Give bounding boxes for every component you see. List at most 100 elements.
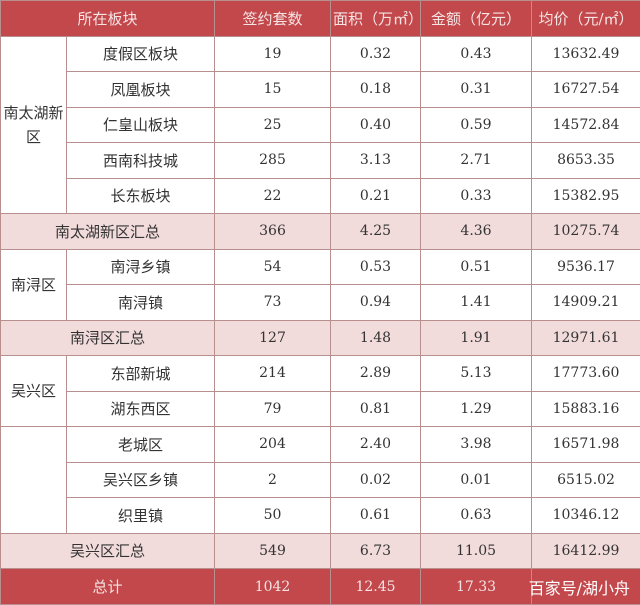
value-cell: 15382.95 xyxy=(531,177,640,215)
value-cell: 15883.16 xyxy=(531,390,640,428)
value-cell: 0.59 xyxy=(420,106,533,144)
data-row: 仁皇山板块 25 0.40 0.59 14572.84 xyxy=(1,106,640,144)
value-cell: 2.71 xyxy=(420,142,533,179)
value-cell: 0.61 xyxy=(330,497,422,534)
total-cell: 1042 xyxy=(214,568,332,605)
value-cell: 2.89 xyxy=(330,355,422,392)
subtotal-cell: 1.91 xyxy=(420,319,533,357)
value-cell: 0.02 xyxy=(330,461,422,499)
subtotal-cell: 11.05 xyxy=(420,532,533,570)
subtotal-row: 南太湖新区汇总 366 4.25 4.36 10275.74 xyxy=(0,213,640,250)
subtotal-cell: 4.25 xyxy=(330,213,422,250)
header-cell: 面积（万㎡） xyxy=(330,0,423,37)
subtotal-cell: 16412.99 xyxy=(531,532,640,570)
data-row: 南太湖新区 度假区板块 19 0.32 0.43 13632.49 xyxy=(0,35,640,215)
area-cell: 度假区板块 xyxy=(65,35,216,73)
value-cell: 79 xyxy=(214,390,332,428)
value-cell: 19 xyxy=(214,35,332,73)
value-cell: 0.51 xyxy=(420,248,533,286)
header-cell: 金额（亿元） xyxy=(420,0,533,37)
value-cell: 17773.60 xyxy=(531,355,640,392)
total-cell: 17.33 xyxy=(420,568,533,605)
area-cell: 凤凰板块 xyxy=(65,71,216,108)
value-cell: 25 xyxy=(214,106,332,144)
watermark: 百家号/湖小舟 xyxy=(528,579,630,598)
value-cell: 0.63 xyxy=(420,497,533,534)
value-cell: 15 xyxy=(214,71,332,108)
value-cell: 0.21 xyxy=(330,177,422,215)
total-cell xyxy=(531,568,640,605)
header-cell: 均价（元/㎡） xyxy=(531,0,640,37)
area-cell: 南浔乡镇 xyxy=(65,248,216,286)
data-row: 长东板块 22 0.21 0.33 15382.95 xyxy=(1,177,640,215)
data-row: 吴兴区乡镇 2 0.02 0.01 6515.02 xyxy=(1,461,640,499)
value-cell: 16727.54 xyxy=(531,71,640,108)
area-cell: 西南科技城 xyxy=(65,142,216,179)
data-row: 湖东西区 79 0.81 1.29 15883.16 xyxy=(1,390,640,428)
area-cell: 仁皇山板块 xyxy=(65,106,216,144)
value-cell: 14572.84 xyxy=(531,106,640,144)
data-row: 凤凰板块 15 0.18 0.31 16727.54 xyxy=(1,71,640,108)
value-cell: 2 xyxy=(214,461,332,499)
area-cell: 长东板块 xyxy=(65,177,216,215)
subtotal-cell: 4.36 xyxy=(420,213,533,250)
area-cell: 南浔镇 xyxy=(65,284,216,321)
value-cell: 5.13 xyxy=(420,355,533,392)
value-cell: 0.18 xyxy=(330,71,422,108)
value-cell: 50 xyxy=(214,497,332,534)
value-cell: 0.81 xyxy=(330,390,422,428)
data-row: 织里镇 50 0.61 0.63 10346.12 xyxy=(1,497,640,534)
value-cell: 8653.35 xyxy=(531,142,640,179)
value-cell: 9536.17 xyxy=(531,248,640,286)
area-cell: 湖东西区 xyxy=(65,390,216,428)
value-cell: 22 xyxy=(214,177,332,215)
data-row: 南浔镇 73 0.94 1.41 14909.21 xyxy=(1,284,640,321)
region-cell xyxy=(0,426,67,534)
value-cell: 54 xyxy=(214,248,332,286)
value-cell: 6515.02 xyxy=(531,461,640,499)
value-cell: 14909.21 xyxy=(531,284,640,321)
subtotal-cell: 1.48 xyxy=(330,319,422,357)
subtotal-row: 南浔区汇总 127 1.48 1.91 12971.61 xyxy=(0,319,640,357)
value-cell: 3.13 xyxy=(330,142,422,179)
value-cell: 285 xyxy=(214,142,332,179)
value-cell: 0.43 xyxy=(420,35,533,73)
value-cell: 0.40 xyxy=(330,106,422,144)
total-cell: 总计 xyxy=(0,568,216,605)
header-cell: 所在板块 xyxy=(0,0,216,37)
value-cell: 0.33 xyxy=(420,177,533,215)
region-cell: 南太湖新区 xyxy=(0,35,67,215)
value-cell: 3.98 xyxy=(420,426,533,463)
value-cell: 73 xyxy=(214,284,332,321)
value-cell: 0.31 xyxy=(420,71,533,108)
value-cell: 204 xyxy=(214,426,332,463)
subtotal-cell: 6.73 xyxy=(330,532,422,570)
value-cell: 10346.12 xyxy=(531,497,640,534)
subtotal-row: 吴兴区汇总 549 6.73 11.05 16412.99 xyxy=(0,532,640,570)
header-cell: 签约套数 xyxy=(214,0,332,37)
value-cell: 16571.98 xyxy=(531,426,640,463)
area-cell: 织里镇 xyxy=(65,497,216,534)
data-row: 老城区 204 2.40 3.98 16571.98 xyxy=(0,426,640,534)
value-cell: 0.53 xyxy=(330,248,422,286)
value-cell: 214 xyxy=(214,355,332,392)
subtotal-cell: 549 xyxy=(214,532,332,570)
value-cell: 13632.49 xyxy=(531,35,640,73)
subtotal-cell: 吴兴区汇总 xyxy=(0,532,216,570)
data-row: 西南科技城 285 3.13 2.71 8653.35 xyxy=(1,142,640,179)
data-row: 吴兴区 东部新城 214 2.89 5.13 17773.60 xyxy=(0,355,640,428)
region-cell: 南浔区 xyxy=(0,248,67,321)
subtotal-cell: 南太湖新区汇总 xyxy=(0,213,216,250)
area-cell: 东部新城 xyxy=(65,355,216,392)
subtotal-cell: 366 xyxy=(214,213,332,250)
subtotal-cell: 12971.61 xyxy=(531,319,640,357)
value-cell: 0.01 xyxy=(420,461,533,499)
total-cell: 12.45 xyxy=(330,568,422,605)
subtotal-cell: 127 xyxy=(214,319,332,357)
area-cell: 老城区 xyxy=(65,426,216,463)
region-cell: 吴兴区 xyxy=(0,355,67,428)
header-row: 所在板块 签约套数 面积（万㎡） 金额（亿元） 均价（元/㎡） xyxy=(0,0,640,37)
value-cell: 2.40 xyxy=(330,426,422,463)
